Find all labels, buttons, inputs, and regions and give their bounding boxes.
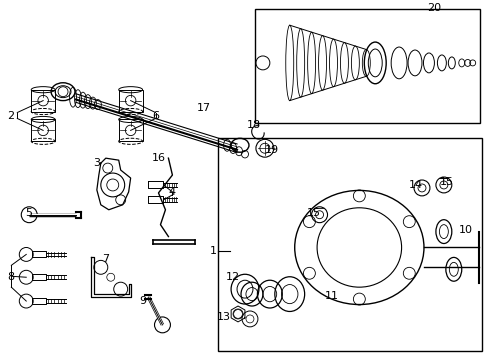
- Bar: [254, 9, 479, 123]
- Text: 17: 17: [197, 103, 211, 113]
- Text: 18: 18: [246, 121, 261, 130]
- Text: 9: 9: [139, 296, 146, 306]
- Bar: [119, 90, 142, 112]
- Text: 20: 20: [426, 3, 440, 13]
- Text: 13: 13: [217, 312, 231, 322]
- Text: 16: 16: [151, 153, 165, 163]
- Text: 10: 10: [458, 225, 472, 235]
- Text: 19: 19: [264, 145, 278, 155]
- Text: 1: 1: [209, 247, 216, 256]
- Bar: [31, 120, 55, 141]
- Text: 4: 4: [168, 187, 176, 197]
- Text: 14: 14: [408, 180, 422, 190]
- Text: 2: 2: [7, 111, 14, 121]
- Text: 8: 8: [7, 272, 14, 282]
- Bar: [218, 138, 481, 351]
- Text: 3: 3: [93, 158, 100, 168]
- Text: 11: 11: [324, 291, 338, 301]
- Text: 15: 15: [306, 208, 320, 218]
- Text: 15: 15: [439, 177, 453, 187]
- Text: 7: 7: [102, 255, 109, 264]
- Text: 12: 12: [225, 272, 240, 282]
- Text: 6: 6: [152, 111, 159, 121]
- Bar: [119, 120, 142, 141]
- Bar: [31, 90, 55, 112]
- Text: 5: 5: [25, 208, 32, 218]
